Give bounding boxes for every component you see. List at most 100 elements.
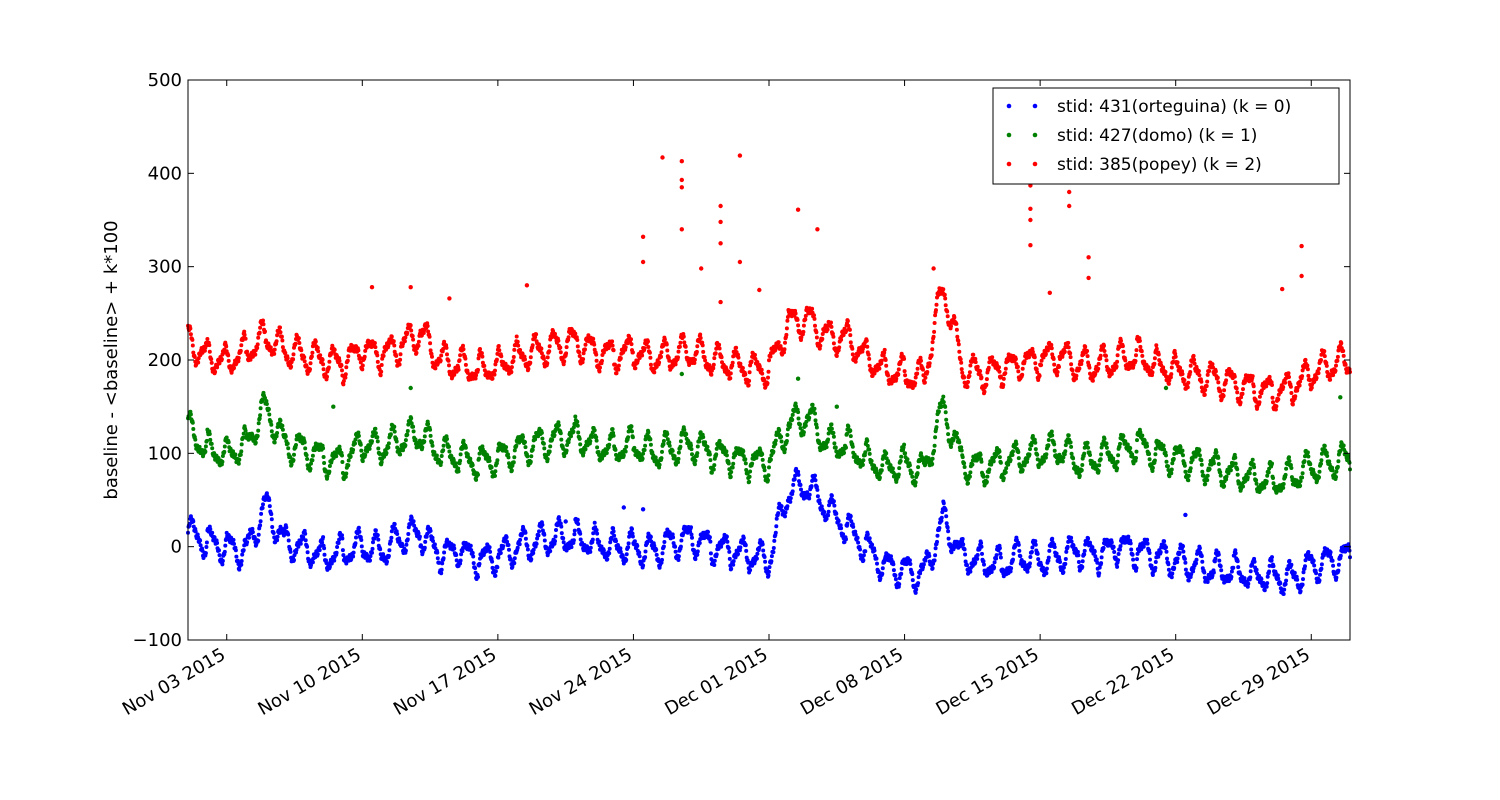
data-point [305, 550, 310, 555]
data-point [239, 559, 244, 563]
data-point [771, 449, 776, 454]
data-point [435, 556, 440, 561]
data-point [1183, 560, 1188, 565]
data-point [535, 536, 540, 541]
data-point [1066, 433, 1071, 438]
data-point [556, 423, 561, 428]
data-point [235, 558, 240, 563]
data-point [1164, 453, 1168, 458]
data-point [539, 430, 544, 435]
data-point [665, 432, 670, 436]
data-point [1200, 559, 1205, 564]
data-point [205, 337, 210, 341]
data-point [979, 544, 984, 549]
data-point [1080, 559, 1085, 564]
data-point [474, 477, 479, 482]
data-point [269, 512, 274, 517]
data-point [373, 528, 378, 533]
data-point [1118, 441, 1122, 446]
data-point [1036, 557, 1041, 562]
data-point [607, 551, 612, 556]
data-point [731, 559, 736, 564]
data-point [1063, 557, 1068, 561]
data-point [939, 515, 944, 520]
data-point [1325, 454, 1330, 458]
data-point [648, 534, 653, 539]
data-point [1289, 466, 1294, 470]
data-point [501, 544, 506, 549]
data-point [266, 407, 271, 412]
data-point [1188, 466, 1193, 471]
data-point [1165, 556, 1169, 561]
data-point [512, 455, 517, 460]
data-point [196, 360, 201, 365]
data-point [684, 432, 689, 437]
data-point [867, 447, 872, 452]
data-point [204, 438, 209, 443]
data-point [743, 543, 748, 548]
data-point [540, 436, 545, 441]
data-point [1252, 465, 1257, 470]
data-point [1116, 552, 1121, 556]
data-point [1311, 558, 1316, 563]
data-point [359, 538, 364, 542]
data-point [1028, 555, 1033, 559]
data-point [1287, 459, 1292, 463]
data-point [190, 337, 195, 342]
data-point [217, 548, 221, 553]
data-point [869, 459, 874, 463]
data-point [322, 552, 327, 557]
data-point [283, 434, 288, 439]
data-point [1080, 564, 1085, 569]
data-point [488, 549, 493, 554]
data-point [607, 442, 612, 447]
data-point [267, 498, 272, 502]
data-point [1203, 481, 1208, 486]
data-point [1071, 456, 1076, 461]
data-point [725, 539, 730, 544]
data-point [294, 547, 299, 552]
data-point [1025, 569, 1030, 574]
data-point [757, 545, 762, 550]
data-point [1283, 582, 1288, 587]
data-point [368, 558, 372, 563]
data-point [676, 554, 681, 559]
data-point [1171, 456, 1176, 461]
data-point [439, 571, 444, 576]
data-point [1246, 581, 1251, 586]
data-point [1046, 443, 1051, 448]
data-point [774, 516, 779, 521]
data-point [321, 446, 326, 451]
data-point [916, 465, 921, 470]
data-point [220, 558, 225, 563]
data-point [542, 538, 547, 543]
data-point [768, 457, 773, 462]
data-point [578, 442, 583, 447]
data-point [799, 487, 803, 492]
data-point [815, 487, 820, 492]
data-point [932, 448, 937, 453]
data-point [346, 458, 351, 463]
data-point [590, 537, 595, 542]
data-point [1262, 588, 1267, 593]
data-point [384, 451, 389, 455]
data-point [1182, 556, 1187, 561]
data-point [992, 565, 997, 570]
data-point [1205, 478, 1210, 483]
data-point [1101, 545, 1106, 550]
data-point [667, 440, 672, 445]
data-point [552, 433, 557, 438]
data-point [506, 455, 511, 460]
data-point [291, 458, 296, 463]
data-point [1252, 559, 1257, 564]
data-point [320, 540, 325, 545]
data-point [510, 564, 515, 569]
data-point [1301, 577, 1305, 582]
data-point [623, 449, 628, 454]
data-point [378, 547, 383, 552]
data-point [247, 535, 251, 540]
data-point [1014, 442, 1019, 446]
data-point [1076, 553, 1081, 558]
data-point [1216, 462, 1221, 466]
data-point [250, 526, 255, 531]
